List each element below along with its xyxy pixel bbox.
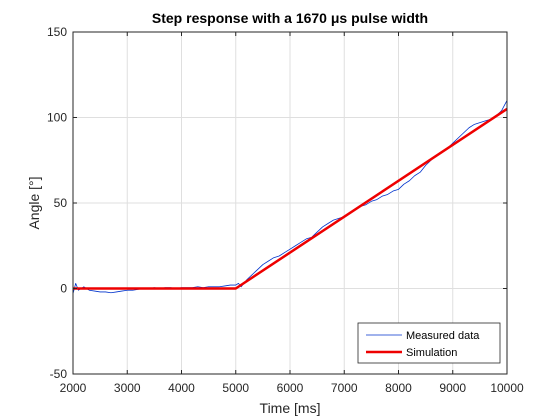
x-tick-label: 9000 <box>439 381 466 395</box>
x-tick-label: 8000 <box>385 381 412 395</box>
plot-content <box>72 100 508 294</box>
x-axis-label: Time [ms] <box>260 400 321 416</box>
legend-box <box>357 322 501 364</box>
y-axis: -50 0 50 100 150 <box>47 25 507 381</box>
legend: Measured data Simulation <box>357 322 501 364</box>
x-tick-label: 6000 <box>277 381 304 395</box>
legend-label-measured: Measured data <box>406 330 480 342</box>
y-tick-label: 50 <box>54 196 68 210</box>
x-tick-label: 10000 <box>490 381 524 395</box>
x-tick-label: 7000 <box>331 381 358 395</box>
x-tick-label: 2000 <box>60 381 87 395</box>
y-tick-label: 150 <box>47 25 67 39</box>
series-line-simulation <box>73 107 508 290</box>
x-tick-label: 3000 <box>114 381 141 395</box>
x-axis: 2000 3000 4000 5000 6000 7000 8000 9000 10000 <box>60 32 524 395</box>
x-tick-label: 4000 <box>168 381 195 395</box>
y-tick-label: 100 <box>47 111 67 125</box>
chart-title: Step response with a 1670 μs pulse width <box>152 10 428 26</box>
y-tick-label: 0 <box>60 282 67 296</box>
y-tick-label: -50 <box>50 367 68 381</box>
legend-label-simulation: Simulation <box>406 347 457 359</box>
x-tick-label: 5000 <box>222 381 249 395</box>
y-axis-label: Angle [°] <box>26 176 42 229</box>
